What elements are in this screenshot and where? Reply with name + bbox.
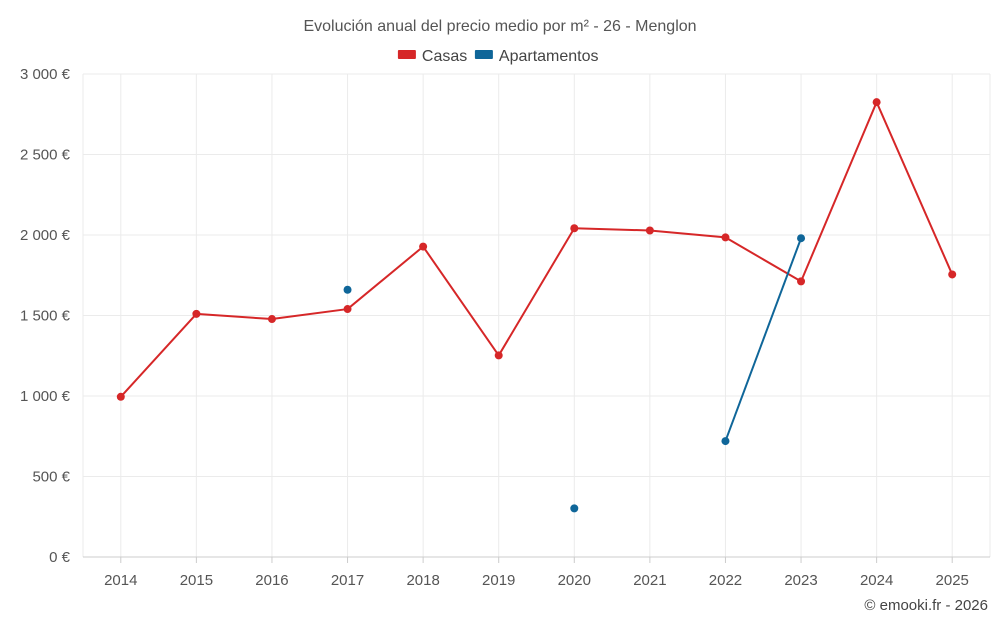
data-point-casas	[797, 277, 806, 286]
x-tick-label: 2015	[180, 572, 213, 589]
x-tick-label: 2019	[482, 572, 515, 589]
legend: Casas Apartamentos	[397, 48, 599, 65]
y-tick-label: 500 €	[32, 469, 70, 486]
series-casas	[116, 98, 957, 401]
x-tick-label: 2018	[406, 572, 439, 589]
series-line-apartamentos	[724, 237, 802, 442]
x-tick-label: 2022	[709, 572, 742, 589]
legend-label-apartamentos: Apartamentos	[499, 48, 599, 65]
data-point-apartamentos	[797, 234, 806, 243]
x-tick-label: 2023	[784, 572, 817, 589]
x-tick-label: 2021	[633, 572, 666, 589]
chart-credit: © emooki.fr - 2026	[864, 597, 988, 614]
legend-swatch-apartamentos	[474, 50, 493, 59]
legend-swatch-casas	[397, 50, 416, 59]
y-tick-label: 3 000 €	[20, 66, 71, 83]
data-point-apartamentos	[343, 285, 352, 294]
data-point-apartamentos	[721, 437, 730, 446]
y-tick-label: 2 000 €	[20, 227, 71, 244]
x-tick-label: 2017	[331, 572, 364, 589]
grid	[82, 73, 991, 557]
y-tick-label: 0 €	[49, 549, 71, 566]
y-tick-label: 1 500 €	[20, 308, 71, 325]
data-point-casas	[419, 242, 428, 251]
data-point-casas	[494, 351, 503, 360]
chart-title: Evolución anual del precio medio por m² …	[303, 18, 696, 35]
x-tick-label: 2016	[255, 572, 288, 589]
y-tick-label: 1 000 €	[20, 388, 71, 405]
x-tick-label: 2025	[936, 572, 969, 589]
y-tick-label: 2 500 €	[20, 147, 71, 164]
data-point-apartamentos	[570, 504, 579, 513]
legend-label-casas: Casas	[422, 48, 467, 65]
data-point-casas	[872, 98, 881, 107]
data-point-casas	[645, 226, 654, 235]
series-line-casas	[120, 101, 954, 398]
x-tick-label: 2020	[558, 572, 591, 589]
data-point-casas	[267, 315, 276, 324]
data-point-casas	[116, 392, 125, 401]
series	[116, 98, 957, 513]
data-point-casas	[570, 224, 579, 233]
x-tick-label: 2014	[104, 572, 137, 589]
y-axis: 0 € 500 € 1 000 € 1 500 € 2 000 € 2 500 € 3 00…	[20, 66, 71, 566]
data-point-casas	[948, 270, 957, 279]
data-point-casas	[721, 233, 730, 242]
data-point-casas	[192, 309, 201, 318]
x-tick-label: 2024	[860, 572, 893, 589]
data-point-casas	[343, 305, 352, 314]
series-apartamentos	[343, 234, 806, 513]
x-axis: 2014 2015 2016 2017 2018 2019 2020 2021 2022 2023…	[83, 556, 990, 589]
